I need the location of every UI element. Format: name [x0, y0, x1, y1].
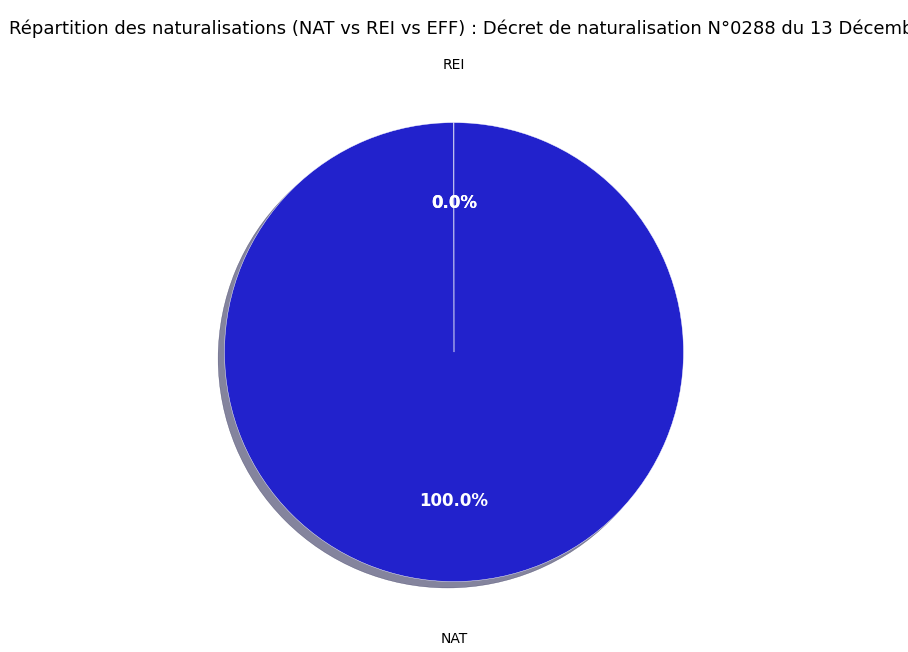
Text: NAT: NAT	[440, 632, 468, 646]
Text: 100.0%: 100.0%	[419, 492, 489, 511]
Text: 0.0%: 0.0%	[431, 194, 477, 212]
Text: 0.0%: 0.0%	[430, 194, 477, 212]
Wedge shape	[224, 123, 684, 582]
Text: REI: REI	[442, 58, 465, 72]
Text: Répartition des naturalisations (NAT vs REI vs EFF) : Décret de naturalisation N: Répartition des naturalisations (NAT vs …	[9, 20, 908, 38]
